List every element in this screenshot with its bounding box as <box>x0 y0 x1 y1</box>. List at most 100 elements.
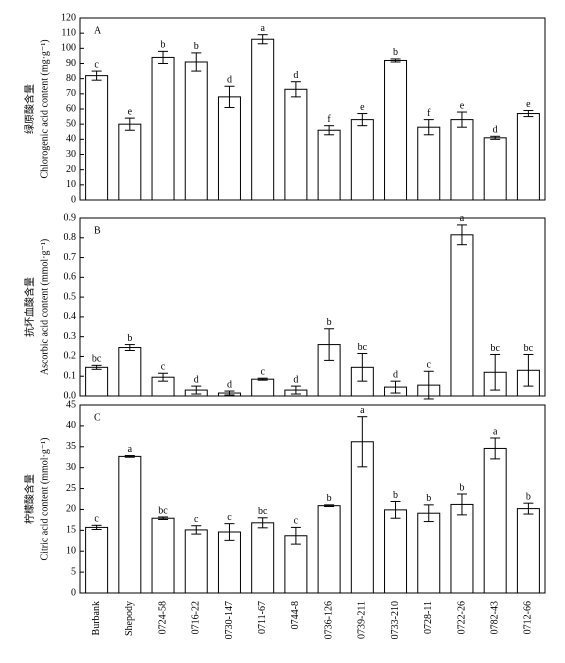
bar <box>251 38 275 201</box>
y-tick-label: 10 <box>66 179 76 190</box>
bar <box>417 512 441 594</box>
x-tick-label: 0716-22 <box>191 601 202 634</box>
y-tick-label: 90 <box>66 58 76 69</box>
bar <box>85 75 109 201</box>
y-tick-label: 0.6 <box>64 272 77 283</box>
significance-letter: e <box>526 99 531 110</box>
bar <box>317 505 341 594</box>
y-tick-label: 25 <box>66 483 76 494</box>
significance-letter: c <box>94 59 99 70</box>
y-axis-label: 绿原酸含量 <box>23 84 36 134</box>
y-tick-label: 0.5 <box>64 291 77 302</box>
significance-letter: c <box>227 512 232 523</box>
bar <box>384 59 408 201</box>
significance-letter: bc <box>158 505 168 516</box>
y-tick-label: 0.7 <box>64 252 77 263</box>
significance-letter: a <box>128 444 133 455</box>
significance-letter: c <box>94 514 99 525</box>
y-tick-label: 0.1 <box>64 371 77 382</box>
significance-letter: b <box>526 491 531 502</box>
y-tick-label: 0.0 <box>64 390 77 401</box>
y-tick-label: 0.4 <box>64 311 77 322</box>
x-tick-label: 0739-211 <box>357 601 368 639</box>
significance-letter: b <box>161 40 166 51</box>
y-tick-label: 0.8 <box>64 232 77 243</box>
x-tick-label: Shepody <box>124 601 135 636</box>
significance-letter: c <box>161 362 166 373</box>
significance-letter: b <box>327 317 332 328</box>
significance-letter: a <box>360 405 365 416</box>
y-tick-label: 50 <box>66 118 76 129</box>
panel-label: A <box>94 25 102 36</box>
bar <box>516 508 540 594</box>
y-axis-label: 柠檬酸含量 <box>23 474 36 524</box>
panel-label: C <box>94 412 101 423</box>
significance-letter: e <box>128 106 133 117</box>
y-tick-label: 0.2 <box>64 351 77 362</box>
x-tick-label: 0733-210 <box>390 601 401 639</box>
significance-letter: c <box>260 366 265 377</box>
bar <box>151 517 175 594</box>
y-tick-label: 45 <box>66 399 76 410</box>
x-tick-label: 0730-147 <box>224 601 235 639</box>
bar <box>217 96 241 201</box>
x-tick-label: Burbank <box>91 601 102 635</box>
y-tick-label: 70 <box>66 88 76 99</box>
bar <box>450 234 474 397</box>
significance-letter: c <box>427 360 432 371</box>
significance-letter: b <box>327 493 332 504</box>
bar <box>85 366 109 397</box>
significance-letter: d <box>393 369 398 380</box>
significance-letter: bc <box>258 506 268 517</box>
y-tick-label: 0 <box>71 587 76 598</box>
significance-letter: d <box>227 75 232 86</box>
x-tick-label: 0712-66 <box>523 601 534 634</box>
significance-letter: d <box>493 125 498 136</box>
bar <box>417 126 441 201</box>
significance-letter: d <box>293 374 298 385</box>
significance-letter: bc <box>490 343 500 354</box>
bar <box>85 526 109 594</box>
bar <box>284 88 308 201</box>
y-tick-label: 120 <box>61 12 76 23</box>
y-tick-label: 60 <box>66 103 76 114</box>
panel-label: B <box>94 225 101 236</box>
significance-letter: b <box>194 41 199 52</box>
x-tick-label: 0728-11 <box>423 601 434 634</box>
y-tick-label: 0.9 <box>64 212 77 223</box>
bar <box>251 522 275 594</box>
bar <box>151 56 175 201</box>
y-axis-label: Chlorogenic acid content (mg·g⁻¹) <box>39 39 50 178</box>
y-tick-label: 100 <box>61 43 76 54</box>
x-tick-label: 0724-58 <box>157 601 168 634</box>
y-tick-label: 30 <box>66 149 76 160</box>
significance-letter: c <box>194 514 199 525</box>
y-tick-label: 0 <box>71 194 76 205</box>
bar <box>118 455 142 594</box>
bar <box>450 503 474 594</box>
significance-letter: d <box>194 374 199 385</box>
significance-letter: d <box>227 379 232 390</box>
plot-frame <box>79 404 546 594</box>
y-tick-label: 110 <box>61 27 76 38</box>
bar <box>217 531 241 594</box>
significance-letter: f <box>427 108 431 119</box>
bar <box>184 61 208 201</box>
significance-letter: bc <box>92 354 102 365</box>
y-tick-label: 35 <box>66 441 76 452</box>
bar <box>384 509 408 594</box>
plot-frame <box>79 217 546 397</box>
y-tick-label: 15 <box>66 525 76 536</box>
y-tick-label: 0.3 <box>64 331 77 342</box>
significance-letter: b <box>393 47 398 58</box>
bar <box>516 113 540 201</box>
y-tick-label: 30 <box>66 462 76 473</box>
significance-letter: c <box>294 516 299 527</box>
significance-letter: bc <box>358 342 368 353</box>
significance-letter: b <box>459 482 464 493</box>
y-tick-label: 20 <box>66 504 76 515</box>
bar <box>450 119 474 201</box>
bar <box>118 347 142 397</box>
x-tick-label: 0736-126 <box>323 601 334 639</box>
significance-letter: bc <box>524 343 534 354</box>
